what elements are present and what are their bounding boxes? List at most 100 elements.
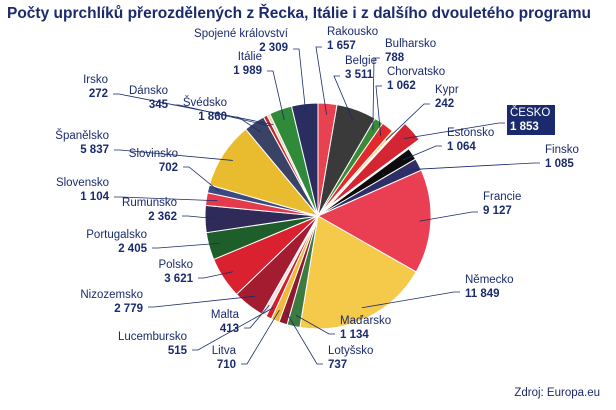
slice-label: Litva 710 <box>212 345 237 371</box>
slice-value: 272 <box>89 88 108 100</box>
highlight-box <box>507 105 555 135</box>
slice-value: 9 127 <box>483 205 512 217</box>
slice-label: Irsko 272 <box>83 74 108 100</box>
leader-line <box>114 196 218 202</box>
slice-name: Litva <box>212 345 237 357</box>
slice-name: Francie <box>483 191 521 203</box>
leader-line <box>182 215 217 220</box>
leader-line <box>315 46 328 115</box>
slice-label: Finsko 1 085 <box>545 144 579 170</box>
slice-label: Itálie 1 989 <box>233 51 262 77</box>
leader-line <box>148 295 256 308</box>
leader-line <box>402 145 442 161</box>
slice-label: ČESKO 1 853 <box>507 105 555 135</box>
leader-line <box>183 166 220 192</box>
slice-label: Slovinsko 702 <box>129 148 178 174</box>
slice-name: Chorvatsko <box>387 66 445 78</box>
slice-value: 1 657 <box>327 40 356 52</box>
slice-name: Bulharsko <box>385 38 436 50</box>
slice-label: Lotyšsko 737 <box>328 345 373 371</box>
slice-name: Estonsko <box>447 127 494 139</box>
leader-line <box>408 162 540 171</box>
chart-title: Počty uprchlíků přerozdělených z Řecka, … <box>7 4 591 22</box>
leader-line <box>403 122 505 140</box>
slice-value: 1 085 <box>545 158 574 170</box>
slice-label: Malta 413 <box>211 309 240 335</box>
slice-label: Bulharsko 788 <box>385 38 436 64</box>
slice-value: 5 837 <box>80 144 109 156</box>
slice-name: Slovinsko <box>129 148 178 160</box>
leader-line <box>375 85 382 136</box>
slice-value: 413 <box>220 323 239 335</box>
leader-line <box>152 242 221 249</box>
pie-slice <box>299 215 417 330</box>
slice-label: Belgie 3 511 <box>345 55 377 81</box>
slice-name: Německo <box>465 274 514 286</box>
leader-line <box>267 70 285 121</box>
slice-value: 788 <box>385 52 405 64</box>
slice-name: Dánsko <box>129 85 168 97</box>
pie-slice <box>316 169 432 273</box>
slice-label: Slovensko 1 104 <box>56 177 110 203</box>
slice-name: Rumunsko <box>122 197 177 209</box>
slice-label: Portugalsko 2 405 <box>86 229 147 255</box>
slice-name: Švédsko <box>183 96 227 109</box>
leader-line <box>361 291 460 309</box>
slice-name: Slovensko <box>56 177 109 189</box>
slice-label: Nizozemsko 2 779 <box>80 289 143 315</box>
slice-name: Lucembursko <box>118 331 187 343</box>
slice-name: Malta <box>211 309 240 321</box>
slice-value: 2 362 <box>148 211 177 223</box>
slice-value: 702 <box>159 162 178 174</box>
slice-label: Dánsko 345 <box>129 85 169 111</box>
leader-line <box>293 48 307 116</box>
slice-value: 345 <box>149 99 169 111</box>
slice-value: 1 853 <box>510 121 539 133</box>
leader-line <box>244 305 270 329</box>
slice-value: 11 849 <box>465 288 500 300</box>
slice-name: Portugalsko <box>86 229 147 241</box>
chart-source: Zdroj: Europa.eu <box>514 387 600 399</box>
slice-label: Maďarsko 1 134 <box>340 315 391 341</box>
slice-value: 1 062 <box>387 80 416 92</box>
slice-name: Finsko <box>545 144 579 156</box>
slice-label: Estonsko 1 064 <box>447 127 494 153</box>
slice-name: Španělsko <box>55 129 109 142</box>
slice-label: Polsko 3 621 <box>158 259 193 285</box>
slice-value: 2 309 <box>259 42 288 54</box>
slice-name: Spojené království <box>194 28 289 40</box>
slice-label: Španělsko 5 837 <box>55 129 109 156</box>
slice-name: ČESKO <box>510 106 550 119</box>
slice-label: Chorvatsko 1 062 <box>387 66 445 92</box>
leader-line <box>198 271 234 279</box>
leader-line <box>113 93 274 126</box>
slice-value: 2 405 <box>118 243 147 255</box>
slice-label: Švédsko 1 860 <box>183 96 227 123</box>
slice-name: Polsko <box>158 259 193 271</box>
leader-line <box>333 75 354 121</box>
slice-value: 1 064 <box>447 141 476 153</box>
slice-name: Rakousko <box>327 26 378 38</box>
slice-name: Irsko <box>83 74 108 86</box>
leader-line <box>114 149 233 161</box>
slice-label: Francie 9 127 <box>483 191 521 217</box>
pie-slice <box>317 130 396 217</box>
slice-value: 737 <box>328 359 347 371</box>
pie-slice <box>328 122 420 208</box>
slice-value: 242 <box>435 98 454 110</box>
slice-name: Kypr <box>435 84 459 96</box>
slice-value: 3 621 <box>164 273 193 285</box>
slice-value: 1 134 <box>340 329 369 341</box>
leader-line <box>286 312 323 365</box>
slice-value: 710 <box>217 359 236 371</box>
leader-line <box>372 57 380 131</box>
leader-line <box>385 103 430 141</box>
leader-line <box>419 211 478 222</box>
slice-value: 1 860 <box>198 111 227 123</box>
leader-line <box>192 307 274 351</box>
leader-line <box>241 309 280 365</box>
slice-name: Itálie <box>238 51 262 63</box>
slice-label: Spojené království 2 309 <box>194 28 289 54</box>
